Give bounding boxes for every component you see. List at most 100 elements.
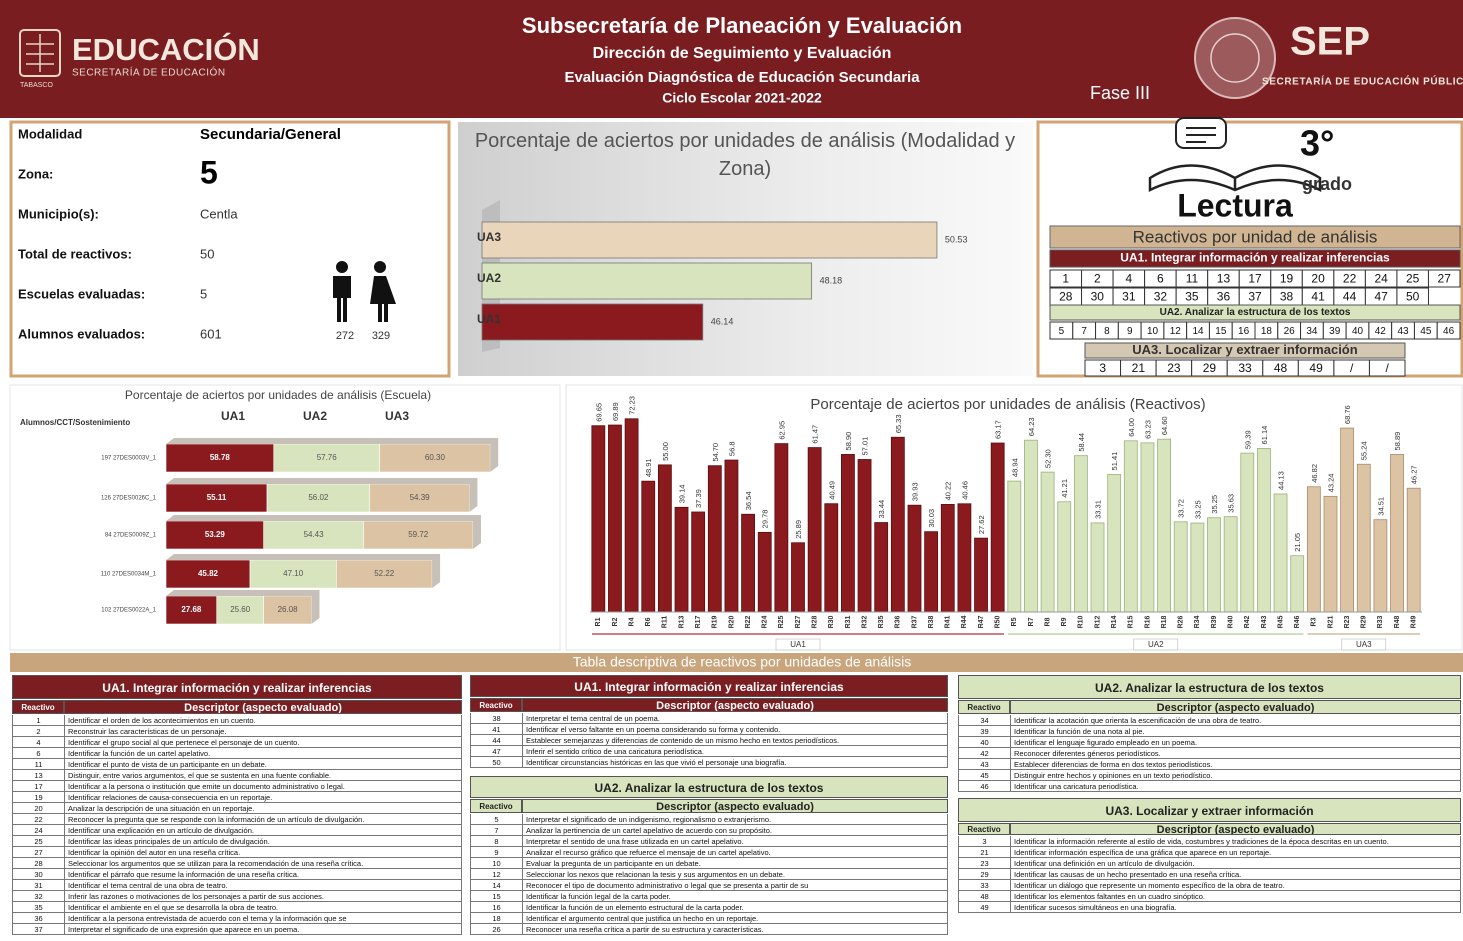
table-header: Reactivo (958, 823, 1010, 835)
category-label: 110 27DES0034M_1 (101, 572, 157, 578)
category-label: R43 (1261, 615, 1268, 628)
value-label: 40.49 (827, 481, 836, 500)
reactivo-number: 8 (470, 836, 522, 847)
category-label: R19 (712, 615, 719, 628)
reactivo-number: 9 (470, 847, 522, 858)
category-label: R5 (1011, 617, 1018, 626)
value-label: 45.82 (198, 569, 219, 578)
category-label: R16 (1144, 615, 1151, 628)
value-label: 56.8 (727, 441, 736, 456)
reactivo-descriptor: Reconocer diferentes géneros periodístic… (1010, 748, 1461, 759)
value-label: 33.31 (1094, 500, 1103, 519)
reactivo-descriptor: Identificar el orden de los acontecimien… (64, 715, 462, 726)
bar (742, 514, 755, 612)
reactivo-number: 37 (12, 924, 64, 935)
value-label: 52.30 (1044, 449, 1053, 468)
reactivo-descriptor: Identificar la función legal de la carta… (522, 891, 948, 902)
value-label: 58.89 (1393, 432, 1402, 451)
value-label: 61.14 (1260, 426, 1269, 445)
reactivo-number: 14 (470, 880, 522, 891)
reactivo-descriptor: Identificar a la persona entrevistada de… (64, 913, 462, 924)
value-label: 39.93 (910, 482, 919, 501)
bar (1224, 517, 1237, 612)
bar (642, 481, 655, 612)
logo-subtitle: SECRETARÍA DE EDUCACIÓN (72, 66, 226, 79)
category-label: R8 (1044, 617, 1051, 626)
item-number: 25 (1406, 272, 1420, 286)
category-label: R39 (1211, 615, 1218, 628)
category-label: R33 (1377, 615, 1384, 628)
reactivo-descriptor: Identificar la información referente al … (1010, 836, 1461, 847)
info-value: 5 (200, 154, 218, 190)
bar (1174, 522, 1187, 612)
item-number: 40 (1352, 326, 1364, 337)
item-number: 13 (1217, 272, 1231, 286)
value-label: 40.22 (944, 482, 953, 501)
bar (1141, 443, 1154, 612)
item-number: 47 (1374, 290, 1388, 304)
page: EDUCACIÓNSECRETARÍA DE EDUCACIÓNTABASCOS… (0, 0, 1463, 941)
value-label: 62.95 (777, 421, 786, 440)
category-label: R27 (795, 615, 802, 628)
value-label: 48.18 (820, 275, 843, 285)
value-label: 50.53 (945, 234, 968, 244)
item-number: 33 (1238, 361, 1252, 375)
category-label: 197 27DES0003V_1 (101, 456, 156, 462)
table-header: Descriptor (aspecto evaluado) (1010, 700, 1461, 714)
value-label: 26.08 (278, 605, 299, 614)
reactivo-number: 48 (958, 891, 1010, 902)
value-label: 33.25 (1193, 500, 1202, 519)
info-label: Modalidad (18, 126, 82, 141)
value-label: 46.82 (1310, 464, 1319, 483)
grade-word: grado (1302, 174, 1352, 194)
category-label: R1 (595, 617, 602, 626)
value-label: 46.14 (711, 316, 734, 326)
bar (725, 460, 738, 612)
bar (841, 454, 854, 612)
item-number: 44 (1343, 290, 1357, 304)
category-label: R37 (911, 615, 918, 628)
reactivo-descriptor: Distinguir, entre varios argumentos, el … (64, 770, 462, 781)
bar (758, 532, 771, 612)
bar (792, 543, 805, 612)
value-label: 47.10 (283, 569, 304, 578)
bar (1008, 481, 1021, 612)
reactivo-number: 32 (12, 891, 64, 902)
item-number: 30 (1091, 290, 1105, 304)
value-label: 64.00 (1127, 418, 1136, 437)
item-number: 18 (1261, 326, 1273, 337)
reactivo-descriptor: Identificar el ambiente en el que se des… (64, 902, 462, 913)
category-label: R3 (1311, 617, 1318, 626)
value-label: 72.23 (628, 396, 637, 415)
table-title: UA3. Localizar y extraer información (958, 798, 1461, 822)
item-number: 9 (1127, 326, 1133, 337)
category-label: R23 (1344, 615, 1351, 628)
reactivo-number: 10 (470, 858, 522, 869)
reactivo-descriptor: Identificar el argumento central que jus… (522, 913, 948, 924)
bar (958, 504, 971, 612)
item-number: 5 (1059, 326, 1065, 337)
reactivo-number: 6 (12, 748, 64, 759)
value-label: 48.91 (644, 458, 653, 477)
item-number: 6 (1157, 272, 1164, 286)
category-label: R50 (995, 615, 1002, 628)
category-label: R48 (1394, 615, 1401, 628)
sep-subtitle: SECRETARÍA DE EDUCACIÓN PÚBLICA (1262, 75, 1463, 88)
reactivo-descriptor: Identificar a la persona o institución q… (64, 781, 462, 792)
value-label: 59.39 (1243, 430, 1252, 449)
reactivo-descriptor: Distinguir entre hechos y opiniones en u… (1010, 770, 1461, 781)
category-label: R47 (978, 615, 985, 628)
category-label: R13 (678, 615, 685, 628)
value-label: 69.65 (594, 403, 603, 422)
info-label: Municipio(s): (18, 206, 99, 221)
male-icon-head (336, 261, 348, 273)
value-label: 46.27 (1410, 465, 1419, 484)
bar (975, 538, 988, 612)
category-label: R9 (1061, 617, 1068, 626)
table-title: UA2. Analizar la estructura de los texto… (958, 675, 1461, 699)
category-label: R45 (1277, 615, 1284, 628)
bar (1391, 454, 1404, 612)
reactivo-descriptor: Reconocer la pregunta que se responde co… (64, 814, 462, 825)
bar (1374, 520, 1387, 612)
reactivo-descriptor: Analizar la pertinencia de un cartel ape… (522, 825, 948, 836)
